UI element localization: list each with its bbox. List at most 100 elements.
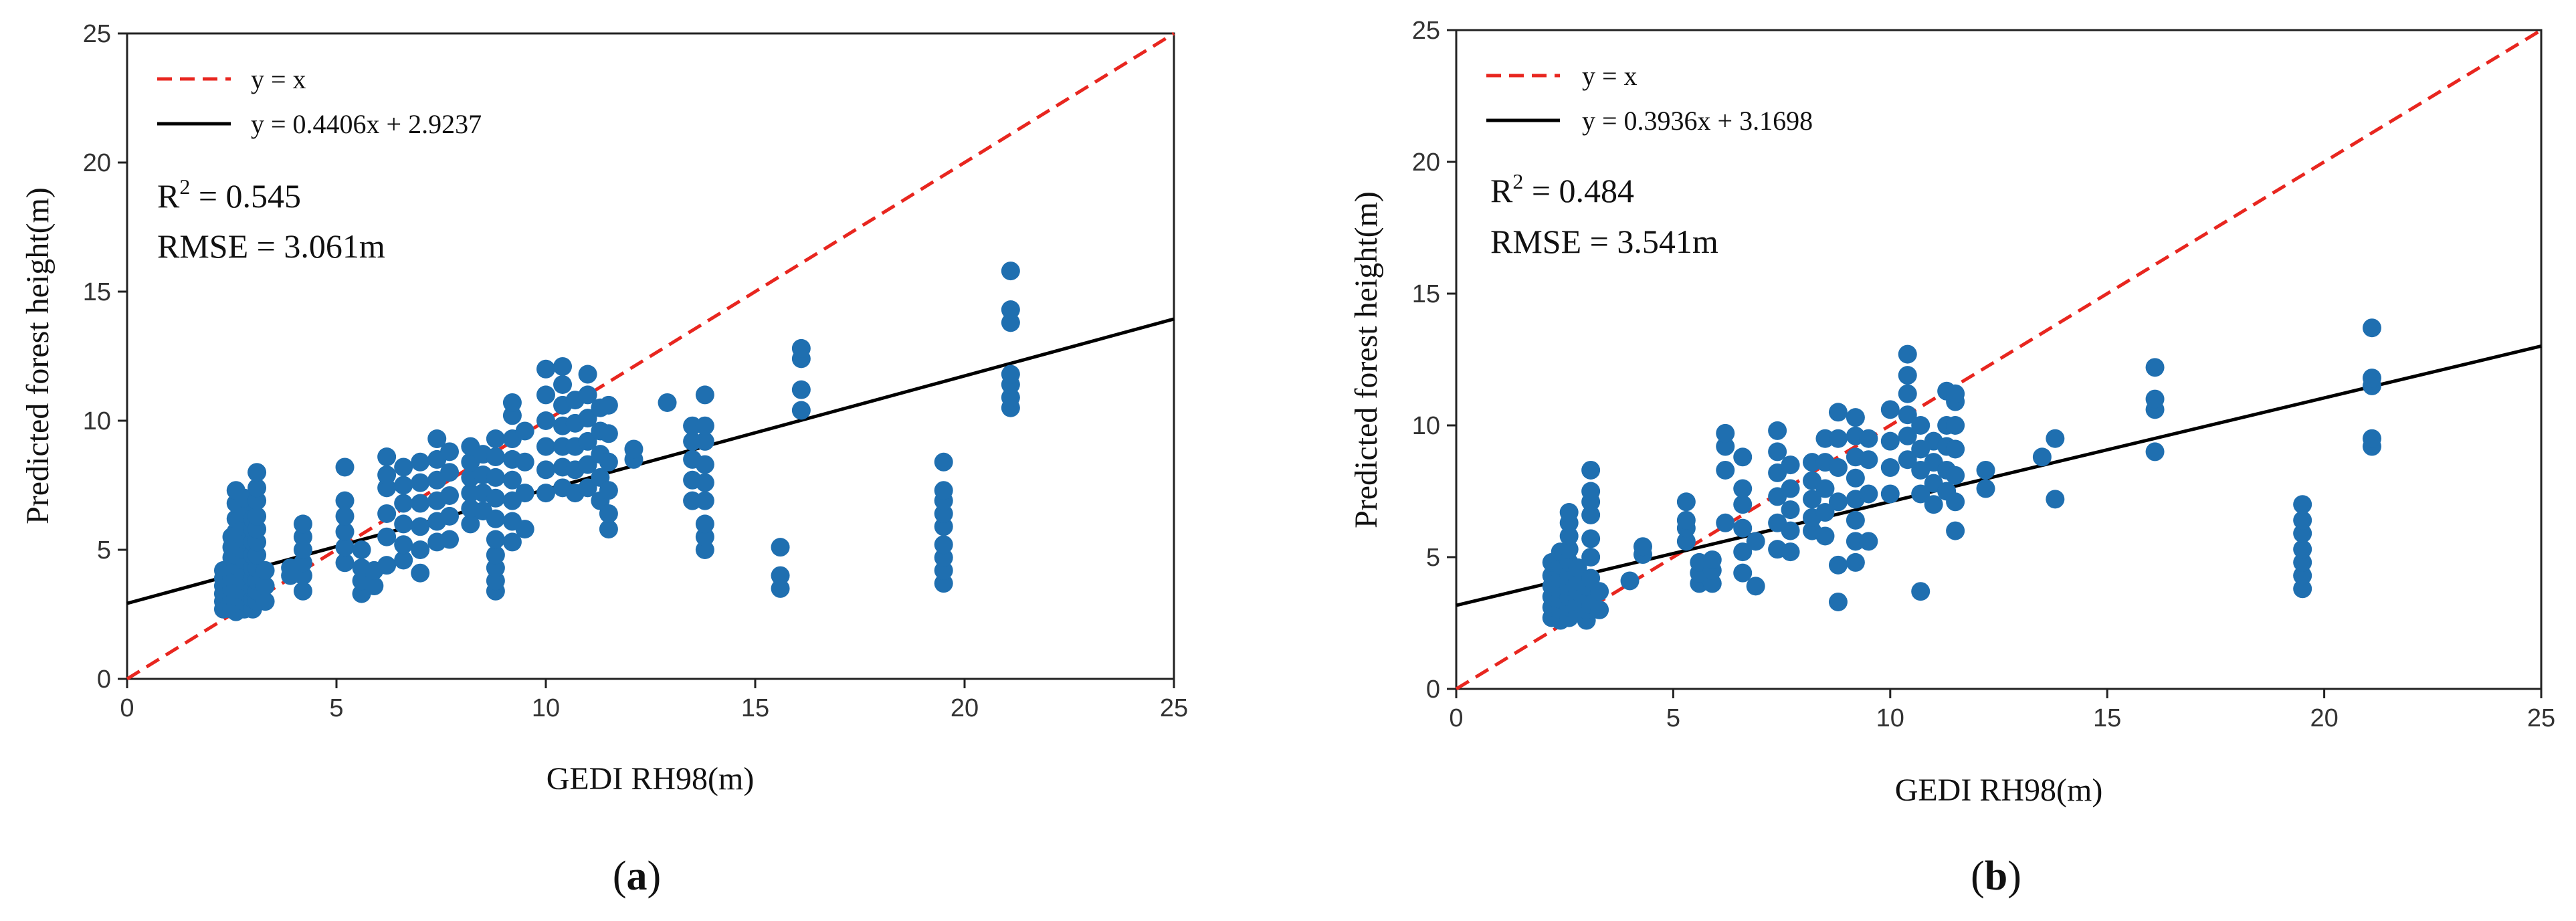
scatter-point-a-208: [934, 452, 953, 472]
scatter-point-a-66: [293, 527, 312, 546]
x-axis-label-a: GEDI RH98(m): [547, 761, 755, 797]
scatter-point-b-152: [2293, 495, 2312, 514]
scatter-point-a-200: [934, 574, 953, 593]
scatter-point-b-74: [1781, 521, 1800, 540]
scatter-point-b-115: [1898, 344, 1917, 364]
scatter-point-a-195: [771, 538, 790, 557]
x-tick-label-b-4: 20: [2310, 704, 2338, 732]
scatter-point-a-153: [553, 356, 573, 376]
rmse-annotation-b: RMSE = 3.541m: [1490, 223, 1718, 260]
scatter-point-b-139: [2032, 447, 2052, 467]
scatter-point-b-72: [1768, 421, 1787, 440]
scatter-point-a-143: [536, 437, 555, 456]
scatter-point-b-22: [1559, 503, 1579, 522]
scatter-point-b-154: [2362, 429, 2381, 448]
scatter-point-b-144: [2145, 389, 2165, 409]
scatter-point-b-73: [1781, 542, 1800, 562]
panel-label-b-letter: b: [1985, 853, 2007, 899]
scatter-point-b-98: [1846, 468, 1865, 488]
scatter-point-a-59: [256, 560, 275, 580]
r2-annotation-a: R2 = 0.545: [157, 175, 301, 215]
x-tick-label-b-0: 0: [1449, 704, 1463, 732]
scatter-point-a-58: [256, 577, 275, 596]
legend-label-identity-a: y = x: [251, 64, 306, 94]
scatter-point-a-57: [256, 592, 275, 611]
scatter-point-b-151: [2293, 510, 2312, 530]
scatter-point-a-54: [247, 491, 267, 510]
scatter-point-b-138: [1976, 460, 1995, 480]
panel-label-a-close: ): [648, 853, 662, 899]
scatter-point-a-189: [695, 455, 714, 474]
scatter-point-a-106: [440, 486, 460, 505]
scatter-points-b: [1542, 318, 2381, 630]
panel-label-a-letter: a: [627, 853, 648, 899]
scatter-point-b-150: [2293, 524, 2312, 543]
x-tick-label-a-4: 20: [951, 694, 979, 722]
scatter-point-b-27: [1568, 558, 1587, 577]
scatter-point-a-90: [394, 476, 413, 495]
scatter-point-b-66: [1746, 532, 1765, 551]
scatter-point-a-92: [411, 563, 430, 583]
chart-panel-b: 0 5 10 15 20 25 0 5 10 15 20 25 y = x y = 0.3936x +…: [1349, 17, 2555, 899]
scatter-point-b-116: [1911, 582, 1930, 601]
x-tick-label-a-1: 5: [329, 694, 343, 722]
scatter-points-a: [213, 262, 1020, 621]
r2-value-a: = 0.545: [190, 177, 301, 215]
scatter-point-a-63: [293, 566, 312, 585]
scatter-point-b-87: [1815, 429, 1835, 448]
scatter-point-a-142: [536, 460, 555, 480]
scatter-point-a-137: [515, 520, 534, 539]
scatter-point-a-140: [515, 421, 534, 441]
scatter-point-b-20: [1559, 526, 1579, 546]
scatter-point-a-127: [486, 447, 505, 467]
scatter-point-b-132: [1946, 466, 1965, 485]
scatter-point-a-214: [1001, 300, 1020, 320]
scatter-point-a-190: [695, 431, 714, 451]
legend-label-identity-b: y = x: [1582, 61, 1638, 91]
scatter-point-a-193: [771, 579, 790, 598]
scatter-point-a-109: [461, 514, 480, 534]
y-tick-label-b-0: 0: [1426, 676, 1440, 704]
x-axis-label-b: GEDI RH98(m): [1895, 773, 2103, 808]
scatter-point-a-53: [247, 506, 267, 526]
y-tick-label-a-2: 10: [83, 407, 111, 435]
fit-line-b: [1456, 344, 2542, 607]
scatter-point-a-204: [934, 517, 953, 536]
y-axis-label-b: Predicted forest height(m): [1349, 191, 1384, 528]
x-tick-label-a-3: 15: [741, 694, 769, 722]
y-axis-label-a: Predicted forest height(m): [20, 187, 56, 524]
scatter-point-b-110: [1898, 450, 1917, 470]
scatter-point-b-112: [1898, 405, 1917, 425]
scatter-point-a-82: [377, 504, 397, 523]
scatter-point-a-171: [599, 504, 618, 523]
scatter-point-a-69: [335, 538, 355, 557]
scatter-point-a-210: [1001, 388, 1020, 407]
panel-label-b-close: ): [2007, 853, 2021, 899]
scatter-point-a-191: [695, 416, 714, 435]
scatter-point-b-105: [1859, 429, 1878, 448]
scatter-point-b-114: [1898, 366, 1917, 385]
scatter-point-b-107: [1880, 458, 1900, 478]
y-tick-label-b-5: 25: [1412, 17, 1440, 45]
scatter-point-a-70: [335, 522, 355, 541]
legend-a: y = x y = 0.4406x + 2.9237: [157, 64, 482, 139]
scatter-point-a-124: [486, 509, 505, 528]
legend-label-fit-a: y = 0.4406x + 2.9237: [251, 109, 482, 139]
scatter-point-a-126: [486, 468, 505, 487]
scatter-point-a-212: [1001, 365, 1020, 384]
fit-line-path-b: [1456, 344, 2542, 607]
r2-letter-a: R: [157, 177, 180, 215]
chart-panel-a: 0 5 10 15 20 25 0 5 10 15 20 25 y = x y = 0.4406x +…: [20, 20, 1188, 899]
y-tick-label-b-2: 10: [1412, 412, 1440, 440]
scatter-point-a-121: [486, 558, 505, 578]
scatter-point-a-199: [791, 338, 811, 358]
scatter-point-a-129: [502, 532, 522, 552]
scatter-point-b-147: [2293, 566, 2312, 585]
r2-superscript-a: 2: [179, 175, 190, 199]
scatter-point-b-39: [1581, 460, 1601, 480]
scatter-point-b-76: [1781, 479, 1800, 498]
panel-label-b: (b): [1971, 853, 2021, 899]
scatter-point-a-72: [335, 491, 355, 510]
x-tick-label-b-3: 15: [2093, 704, 2121, 732]
scatter-point-a-56: [247, 463, 267, 482]
